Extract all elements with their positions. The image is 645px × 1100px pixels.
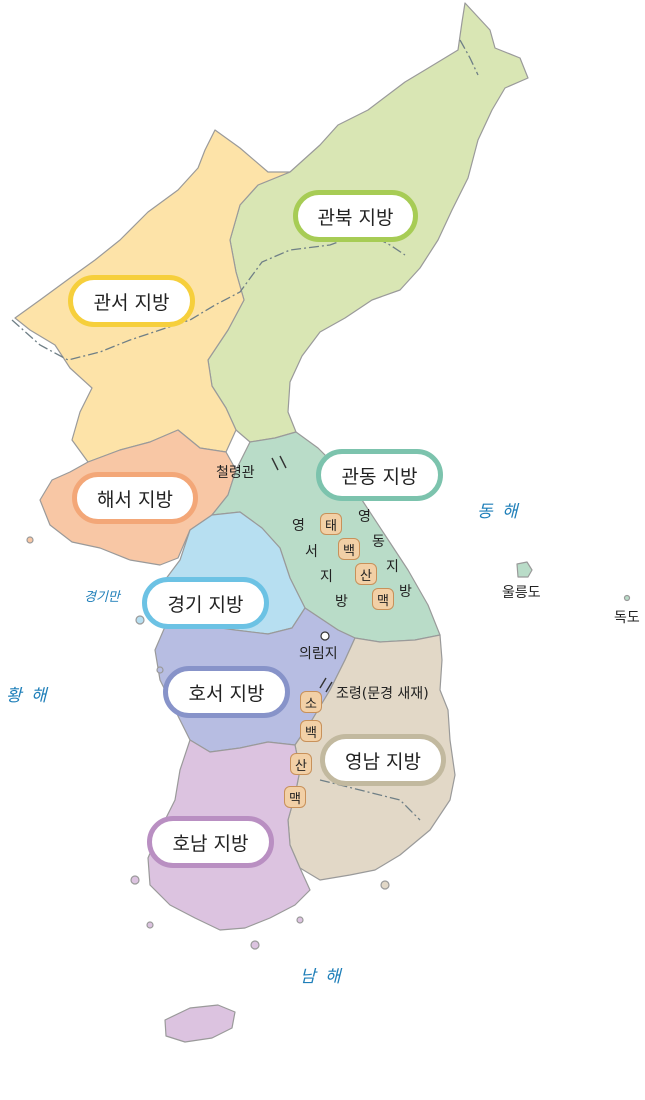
place-cheollyeonggwan: 철령관 [216, 465, 255, 481]
yeongdong-char: 영 [358, 509, 371, 525]
dokdo-island [623, 594, 631, 602]
taebaek-mountain-badge: 태 [320, 513, 342, 535]
taebaek-mountain-badge: 맥 [372, 588, 394, 610]
islet [146, 921, 154, 929]
taebaek-mountain-badge: 산 [355, 563, 377, 585]
label-haeseo: 해서 지방 [72, 472, 198, 524]
taebaek-mountain-badge: 백 [338, 538, 360, 560]
place-dokdo: 독도 [614, 610, 640, 626]
uirimji-marker-icon [320, 631, 330, 641]
yeongseo-char: 지 [320, 569, 333, 585]
sea-east: 동 해 [477, 502, 520, 522]
jeju-island [164, 1004, 236, 1043]
label-gwandong: 관동 지방 [316, 449, 443, 501]
joryeong-pass-icon [319, 677, 333, 693]
label-gwanseo: 관서 지방 [68, 275, 195, 327]
label-gwanbuk: 관북 지방 [293, 190, 418, 242]
sea-south: 남 해 [300, 967, 343, 987]
place-ulleungdo: 울릉도 [502, 585, 541, 601]
label-honam: 호남 지방 [147, 816, 274, 868]
islet [130, 875, 140, 885]
sobaek-mountain-badge: 백 [300, 720, 322, 742]
ulleungdo-island [516, 561, 533, 578]
islet [250, 940, 260, 950]
place-uirimji: 의림지 [299, 646, 338, 662]
islet [26, 536, 34, 544]
islet [296, 916, 304, 924]
river-line [459, 39, 479, 76]
yeongseo-char: 방 [335, 594, 348, 610]
yeongseo-char: 영 [292, 518, 305, 534]
cheollyeonggwan-pass-icon [271, 455, 287, 471]
place-joryeong: 조령(문경 새재) [336, 686, 429, 702]
label-yeongnam: 영남 지방 [320, 734, 446, 786]
islet [135, 615, 145, 625]
islet [380, 880, 390, 890]
yeongdong-char: 방 [399, 584, 412, 600]
islet [156, 666, 164, 674]
sea-west: 황 해 [6, 686, 49, 706]
northern-border [11, 231, 406, 361]
label-hoseo: 호서 지방 [163, 666, 290, 718]
label-gyeonggi: 경기 지방 [142, 577, 269, 629]
yeongseo-char: 서 [305, 544, 318, 560]
yeongdong-char: 지 [386, 559, 399, 575]
sobaek-mountain-badge: 맥 [284, 786, 306, 808]
sobaek-mountain-badge: 산 [290, 753, 312, 775]
yeongdong-char: 동 [372, 534, 385, 550]
sobaek-mountain-badge: 소 [300, 691, 322, 713]
bay-gyeonggi: 경기만 [84, 590, 120, 605]
